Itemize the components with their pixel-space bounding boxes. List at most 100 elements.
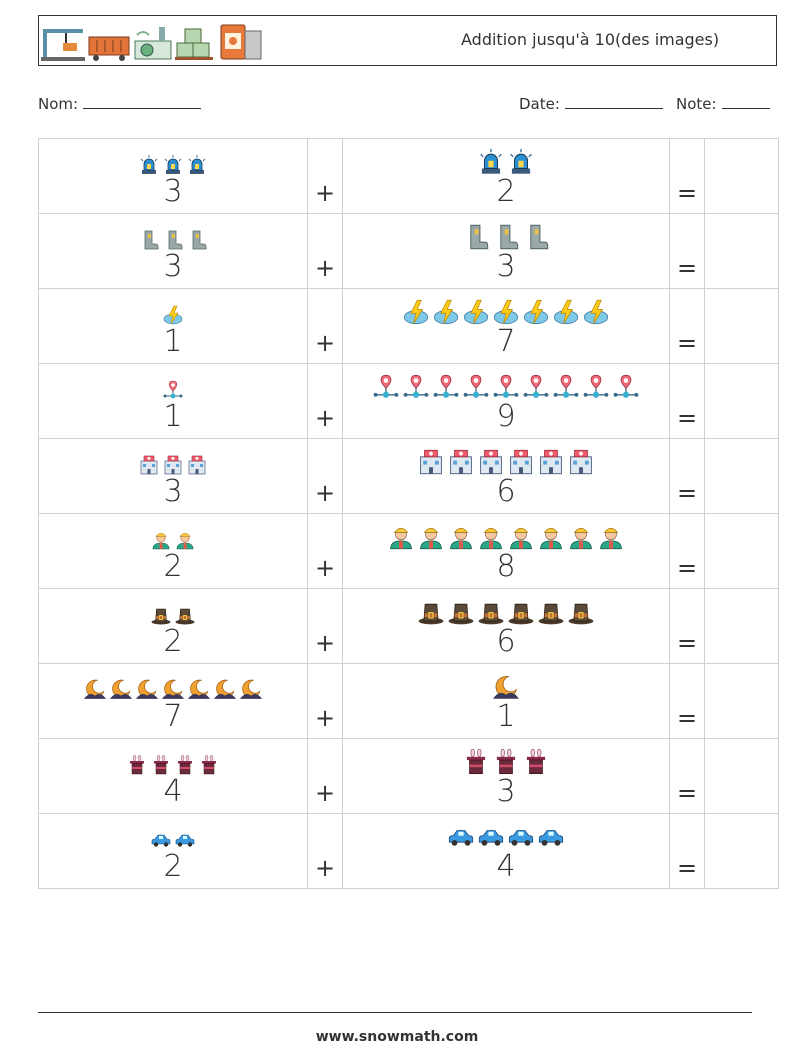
problem-row: 3 + 6 = bbox=[38, 438, 779, 514]
plus-sign: + bbox=[314, 479, 336, 507]
problem-row: 4 + 3 = bbox=[38, 738, 779, 814]
thunder-cloud-icon bbox=[433, 299, 459, 325]
addend-a-cell: 3 bbox=[38, 138, 308, 214]
plus-sign: + bbox=[314, 779, 336, 807]
addend-b-cell: 9 bbox=[342, 363, 670, 439]
problem-row: 2 + 6 = bbox=[38, 588, 779, 664]
moon-night-icon bbox=[188, 678, 210, 700]
thunder-cloud-icon bbox=[553, 299, 579, 325]
plus-sign: + bbox=[314, 554, 336, 582]
hospital-building-icon bbox=[538, 449, 564, 475]
footer-website: www.snowmath.com bbox=[315, 1029, 479, 1045]
moon-night-icon bbox=[214, 678, 236, 700]
answer-cell[interactable] bbox=[704, 588, 779, 664]
problem-row: 3 + 3 = bbox=[38, 213, 779, 289]
equals-cell: = bbox=[669, 438, 705, 514]
addend-a-cell: 3 bbox=[38, 213, 308, 289]
equals-cell: = bbox=[669, 738, 705, 814]
problem-row: 2 + 8 = bbox=[38, 513, 779, 589]
date-blank[interactable] bbox=[564, 94, 663, 109]
moon-night-icon bbox=[136, 678, 158, 700]
addend-a-number: 2 bbox=[163, 849, 183, 884]
equals-cell: = bbox=[669, 138, 705, 214]
addend-b-number: 9 bbox=[496, 399, 516, 434]
name-blank[interactable] bbox=[83, 94, 202, 109]
date-field[interactable]: Date: bbox=[519, 94, 663, 113]
name-field[interactable]: Nom: bbox=[38, 94, 202, 113]
pilgrim-hat-icon bbox=[448, 599, 474, 625]
addend-b-number: 2 bbox=[496, 174, 516, 209]
answer-cell[interactable] bbox=[704, 438, 779, 514]
equals-cell: = bbox=[669, 813, 705, 889]
addend-b-cell: 6 bbox=[342, 588, 670, 664]
plus-sign: + bbox=[314, 629, 336, 657]
note-field[interactable]: Note: bbox=[676, 94, 770, 113]
moon-night-icon bbox=[162, 678, 184, 700]
addend-a-number: 3 bbox=[163, 174, 183, 209]
moon-night-icon bbox=[493, 674, 519, 700]
addend-a-pictures bbox=[39, 666, 307, 700]
answer-cell[interactable] bbox=[704, 288, 779, 364]
answer-cell[interactable] bbox=[704, 363, 779, 439]
plus-sign: + bbox=[314, 329, 336, 357]
answer-cell[interactable] bbox=[704, 663, 779, 739]
hospital-building-icon bbox=[448, 449, 474, 475]
pilgrim-hat-icon bbox=[538, 599, 564, 625]
equals-sign: = bbox=[676, 479, 698, 507]
answer-cell[interactable] bbox=[704, 738, 779, 814]
rubber-boot-icon bbox=[523, 224, 549, 250]
location-network-icon bbox=[403, 374, 429, 400]
worker-icon bbox=[175, 530, 195, 550]
equals-sign: = bbox=[676, 179, 698, 207]
note-label: Note: bbox=[676, 95, 717, 113]
addend-b-number: 6 bbox=[496, 474, 516, 509]
addend-b-cell: 1 bbox=[342, 663, 670, 739]
hospital-building-icon bbox=[478, 449, 504, 475]
plus-cell: + bbox=[307, 138, 343, 214]
addend-a-pictures bbox=[39, 741, 307, 775]
equals-cell: = bbox=[669, 213, 705, 289]
worker-icon bbox=[568, 524, 594, 550]
worker-icon bbox=[418, 524, 444, 550]
addend-b-number: 7 bbox=[496, 324, 516, 359]
equals-cell: = bbox=[669, 363, 705, 439]
car-icon bbox=[175, 830, 195, 850]
equals-sign: = bbox=[676, 704, 698, 732]
addend-a-number: 1 bbox=[163, 324, 183, 359]
addend-a-number: 7 bbox=[163, 699, 183, 734]
answer-cell[interactable] bbox=[704, 813, 779, 889]
equals-cell: = bbox=[669, 288, 705, 364]
magic-hat-rabbit-icon bbox=[175, 755, 195, 775]
addend-a-cell: 4 bbox=[38, 738, 308, 814]
location-network-icon bbox=[493, 374, 519, 400]
addend-b-pictures bbox=[343, 441, 669, 475]
freight-car-icon bbox=[88, 36, 130, 61]
date-label: Date: bbox=[519, 95, 560, 113]
thunder-cloud-icon bbox=[523, 299, 549, 325]
addend-a-pictures bbox=[39, 366, 307, 400]
moon-night-icon bbox=[240, 678, 262, 700]
rubber-boot-icon bbox=[463, 224, 489, 250]
rubber-boot-icon bbox=[187, 230, 207, 250]
answer-cell[interactable] bbox=[704, 138, 779, 214]
answer-cell[interactable] bbox=[704, 513, 779, 589]
location-network-icon bbox=[523, 374, 549, 400]
warehouse-icon bbox=[175, 28, 213, 60]
moon-night-icon bbox=[110, 678, 132, 700]
car-icon bbox=[478, 824, 504, 850]
worker-icon bbox=[598, 524, 624, 550]
addend-a-pictures bbox=[39, 291, 307, 325]
worker-icon bbox=[508, 524, 534, 550]
note-blank[interactable] bbox=[721, 94, 770, 109]
plus-cell: + bbox=[307, 213, 343, 289]
siren-icon bbox=[478, 149, 504, 175]
addend-a-number: 2 bbox=[163, 549, 183, 584]
answer-cell[interactable] bbox=[704, 213, 779, 289]
addend-b-pictures bbox=[343, 816, 669, 850]
siren-icon bbox=[187, 155, 207, 175]
moon-night-icon bbox=[84, 678, 106, 700]
plus-sign: + bbox=[314, 254, 336, 282]
hospital-building-icon bbox=[139, 455, 159, 475]
siren-icon bbox=[508, 149, 534, 175]
problem-row: 1 + 9 = bbox=[38, 363, 779, 439]
